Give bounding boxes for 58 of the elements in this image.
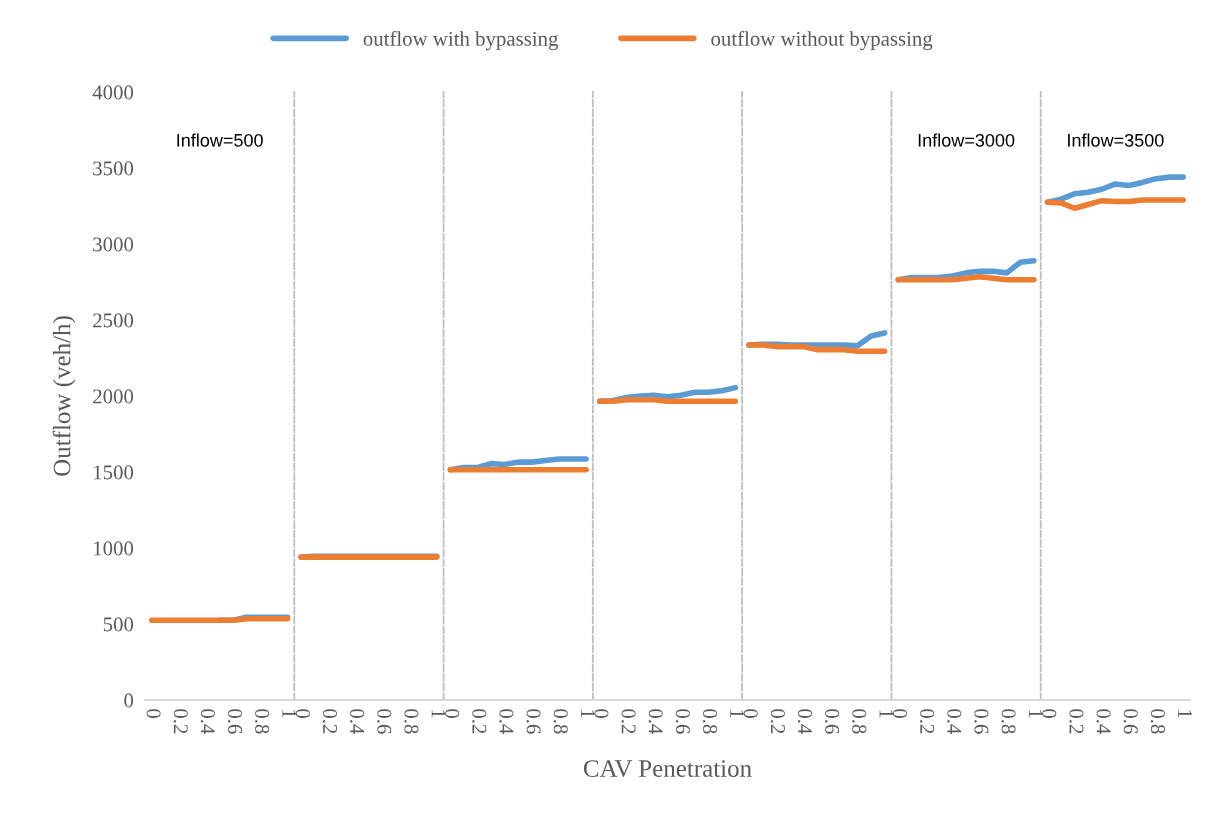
x-tick-label: 1: [581, 710, 595, 718]
x-tick-label: 1: [282, 710, 297, 718]
annotation: Inflow=500: [177, 133, 263, 147]
x-tick-label: 1: [1178, 710, 1192, 718]
legend-label: outflow with bypassing: [363, 30, 559, 51]
x-tick-label: 0: [295, 709, 310, 718]
x-tick-label: 0.8: [1150, 709, 1165, 734]
x-tick-label: 0: [893, 709, 908, 718]
x-tick-label: 0.6: [974, 709, 989, 734]
y-tick-label: 2500: [93, 313, 134, 328]
y-tick-label: 1000: [94, 541, 134, 556]
x-tick-label: 0.4: [947, 709, 962, 735]
x-tick-label: 0.6: [1123, 709, 1138, 734]
x-tick-label: 0.2: [322, 709, 338, 734]
x-tick-label: 0: [146, 709, 161, 718]
x-tick-label: 0.8: [255, 709, 270, 734]
y-tick-label: 4000: [92, 85, 134, 100]
y-axis-title: Outflow (veh/h): [52, 316, 76, 476]
y-tick-label: 3000: [93, 237, 134, 252]
x-tick-label: 0.6: [377, 709, 392, 734]
x-tick-label: 0.4: [797, 709, 813, 735]
y-tick-label: 1500: [94, 465, 134, 480]
y-tick-label: 500: [103, 617, 134, 632]
legend-label: outflow without bypassing: [711, 30, 933, 51]
x-tick-label: 0: [445, 709, 460, 718]
x-tick-label: 0.6: [227, 709, 243, 734]
x-tick-label: 1: [1028, 710, 1043, 718]
x-tick-label: 1: [431, 710, 446, 718]
y-tick-label: 0: [124, 693, 134, 708]
x-tick-label: 0.2: [770, 709, 785, 734]
x-tick-label: 0.4: [499, 709, 514, 735]
x-tick-label: 0.6: [825, 709, 840, 734]
x-axis-title: CAV Penetration: [583, 760, 752, 778]
x-tick-label: 0.6: [675, 709, 690, 734]
x-tick-label: 0.8: [852, 709, 867, 734]
x-tick-label: 0.6: [526, 709, 541, 734]
annotation: Inflow=3500: [1068, 133, 1164, 147]
x-tick-label: 0.2: [920, 709, 935, 734]
x-tick-label: 0.4: [648, 709, 663, 735]
annotation: Inflow=3000: [918, 133, 1015, 147]
x-tick-label: 0.4: [1096, 709, 1111, 735]
x-tick-label: 0.8: [1001, 709, 1016, 734]
y-tick-label: 2000: [93, 389, 134, 404]
x-tick-label: 0.8: [702, 709, 718, 734]
x-tick-label: 0.4: [350, 709, 365, 735]
x-tick-label: 0.4: [200, 709, 215, 735]
x-tick-label: 0.2: [173, 709, 188, 734]
x-tick-label: 0: [1042, 709, 1057, 718]
x-tick-label: 1: [730, 710, 745, 718]
x-tick-label: 0.8: [553, 709, 568, 734]
x-tick-label: 1: [879, 710, 894, 718]
x-tick-label: 0.2: [472, 709, 487, 734]
x-tick-label: 0.2: [621, 709, 636, 734]
x-tick-label: 0: [594, 709, 609, 718]
x-tick-label: 0: [743, 709, 758, 718]
y-tick-label: 3500: [93, 161, 134, 176]
x-tick-label: 0.2: [1069, 709, 1084, 734]
x-tick-label: 0.8: [404, 709, 419, 734]
